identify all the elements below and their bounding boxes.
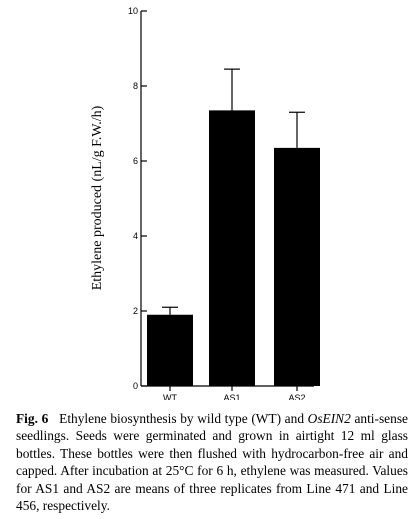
- bar-AS2: [274, 147, 320, 386]
- caption-gene-name: OsEIN2: [307, 411, 351, 426]
- y-tick-label-4: 8: [133, 81, 138, 91]
- x-tick-label-WT: WT: [163, 393, 177, 400]
- y-tick-label-3: 6: [133, 156, 138, 166]
- y-tick-label-1: 2: [133, 306, 138, 316]
- y-tick-label-5: 10: [128, 6, 138, 16]
- y-axis-title: Ethylene produced (nL/g F.W./h): [90, 105, 105, 290]
- bar-chart: 0 2 4 6 8 10 WT AS1 AS2 Ethylene produced (nL/g…: [90, 6, 320, 400]
- figure-caption: Fig. 6 Ethylene biosynthesis by wild typ…: [16, 410, 408, 514]
- bars: [147, 68, 320, 386]
- x-tick-label-AS1: AS1: [223, 393, 240, 400]
- bar-WT: [147, 314, 193, 386]
- y-tick-label-0: 0: [133, 381, 138, 391]
- figure-label: Fig. 6: [16, 411, 49, 426]
- x-axis: WT AS1 AS2: [141, 385, 314, 400]
- caption-text-after: anti-sense seedlings. Seeds were germina…: [16, 411, 408, 514]
- y-tick-label-2: 4: [133, 231, 138, 241]
- caption-text-before: Ethylene biosynthesis by wild type (WT) …: [59, 411, 308, 426]
- bar-AS1: [209, 110, 255, 386]
- y-axis: 0 2 4 6 8 10: [128, 6, 147, 391]
- x-tick-label-AS2: AS2: [288, 393, 305, 400]
